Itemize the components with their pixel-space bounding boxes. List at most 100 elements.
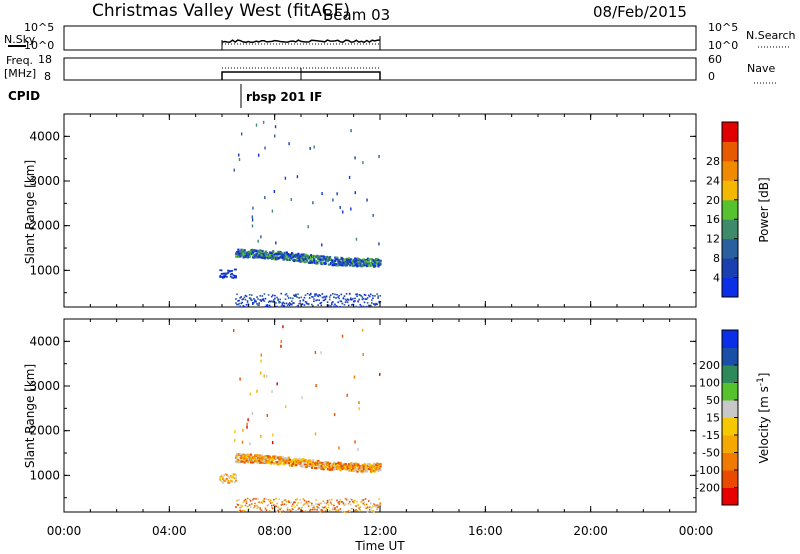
echo-cell xyxy=(343,465,346,468)
echo-cell xyxy=(349,298,352,301)
echo-cell xyxy=(297,293,299,295)
echo-cell xyxy=(260,371,262,375)
echo-cell xyxy=(252,303,254,306)
echo-cell xyxy=(249,297,252,300)
echo-cell xyxy=(295,510,297,512)
echo-cell xyxy=(337,301,339,304)
echo-cell xyxy=(237,504,239,506)
echo-cell xyxy=(313,506,315,509)
echo-cell xyxy=(361,296,364,298)
echo-cell xyxy=(258,250,261,253)
echo-cell xyxy=(243,305,246,308)
echo-cell xyxy=(302,253,305,256)
echo-cell xyxy=(355,505,357,507)
echo-cell xyxy=(287,461,291,464)
echo-cell xyxy=(273,299,275,301)
echo-cell xyxy=(354,156,356,160)
echo-cell xyxy=(288,142,290,146)
echo-cell xyxy=(331,468,334,471)
echo-cell xyxy=(266,504,269,507)
echo-cell xyxy=(323,299,326,302)
echo-cell xyxy=(309,146,311,150)
echo-cell xyxy=(342,466,345,469)
echo-cell xyxy=(241,460,244,463)
echo-cell xyxy=(241,440,244,444)
echo-cell xyxy=(280,344,282,348)
echo-cell xyxy=(363,264,366,267)
echo-cell xyxy=(339,261,342,264)
echo-cell xyxy=(283,457,286,460)
echo-cell xyxy=(351,262,354,265)
echo-cell xyxy=(219,276,222,279)
velocity-colorbar-tick-label: 50 xyxy=(706,394,720,407)
echo-cell xyxy=(374,264,377,268)
echo-cell xyxy=(281,304,284,306)
echo-cell xyxy=(288,302,291,304)
echo-cell xyxy=(247,254,251,257)
echo-cell xyxy=(281,503,284,506)
echo-cell xyxy=(357,448,359,452)
y-tick-label: 2000 xyxy=(29,424,60,438)
echo-cell xyxy=(260,235,262,239)
echo-cell xyxy=(363,301,366,304)
echo-cell xyxy=(288,253,292,256)
echo-cell xyxy=(315,293,317,295)
echo-cell xyxy=(289,501,292,504)
echo-cell xyxy=(371,467,374,471)
echo-cell xyxy=(263,300,266,302)
echo-cell xyxy=(317,506,319,509)
echo-cell xyxy=(351,465,354,469)
echo-cell xyxy=(242,298,245,300)
power-colorbar-swatch xyxy=(722,238,738,259)
echo-cell xyxy=(219,479,222,481)
echo-cell xyxy=(297,508,299,511)
echo-cell xyxy=(233,473,236,476)
echo-cell xyxy=(361,500,364,503)
echo-cell xyxy=(225,275,228,278)
echo-cell xyxy=(260,454,263,457)
cpid-program: rbsp 201 IF xyxy=(246,90,322,104)
echo-cell xyxy=(235,275,237,278)
echo-cell xyxy=(235,268,237,271)
x-tick-label: 00:00 xyxy=(47,524,82,538)
echo-cell xyxy=(248,255,252,258)
echo-cell xyxy=(299,300,302,302)
echo-cell xyxy=(241,298,244,301)
echo-cell xyxy=(324,258,327,261)
echo-cell xyxy=(239,255,242,258)
echo-cell xyxy=(235,255,238,258)
echo-cell xyxy=(302,299,305,301)
velocity-colorbar-tick-label: -200 xyxy=(695,482,720,495)
echo-cell xyxy=(367,500,370,502)
echo-cell xyxy=(235,477,237,480)
echo-cell xyxy=(220,269,223,272)
echo-cell xyxy=(285,256,288,259)
echo-cell xyxy=(224,480,227,482)
echo-cell xyxy=(246,497,249,500)
echo-cell xyxy=(269,300,272,303)
echo-cell xyxy=(258,302,260,305)
echo-cell xyxy=(271,209,274,213)
echo-cell xyxy=(264,458,267,461)
echo-cell xyxy=(286,295,289,297)
echo-cell xyxy=(359,468,362,471)
echo-cell xyxy=(227,269,230,272)
echo-cell xyxy=(239,250,242,253)
echo-cell xyxy=(362,499,365,501)
echo-cell xyxy=(228,476,231,479)
echo-cell xyxy=(313,505,315,507)
echo-cell xyxy=(239,251,242,254)
echo-cell xyxy=(290,508,293,510)
echo-cell xyxy=(284,176,287,180)
echo-cell xyxy=(301,509,304,512)
echo-cell xyxy=(232,277,235,279)
echo-cell xyxy=(342,210,344,214)
echo-cell xyxy=(364,465,367,468)
echo-cell xyxy=(364,298,367,300)
nsearch-label: N.Search xyxy=(746,29,796,42)
echo-cell xyxy=(278,300,280,303)
echo-cell xyxy=(340,501,343,503)
echo-cell xyxy=(220,474,223,477)
echo-cell xyxy=(377,297,379,299)
echo-cell xyxy=(264,456,267,459)
